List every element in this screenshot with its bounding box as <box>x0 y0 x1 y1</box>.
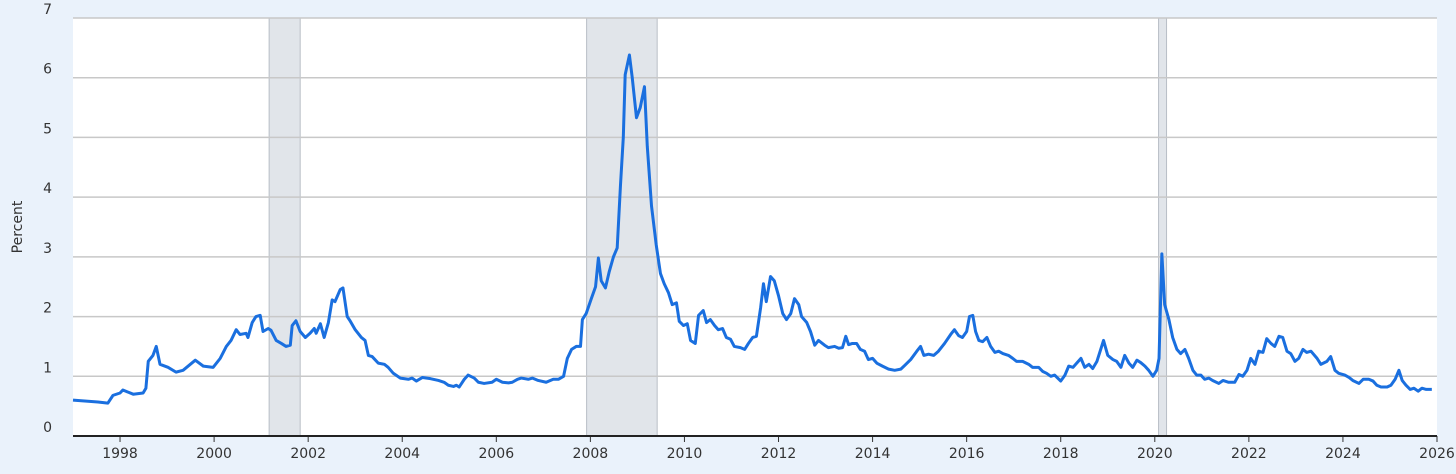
x-tick-label: 2010 <box>667 446 703 462</box>
y-tick-label: 2 <box>43 301 52 317</box>
x-tick-label: 2018 <box>1043 446 1079 462</box>
x-tick-label: 2002 <box>290 446 326 462</box>
x-tick-label: 2024 <box>1325 446 1361 462</box>
x-tick-label: 2004 <box>384 446 420 462</box>
x-tick-label: 2008 <box>573 446 609 462</box>
y-tick-label: 0 <box>43 420 52 436</box>
y-tick-label: 7 <box>43 2 52 18</box>
recession-band <box>268 17 301 437</box>
y-axis-label: Percent <box>10 200 26 253</box>
y-tick-label: 5 <box>43 121 52 137</box>
x-tick-label: 2006 <box>478 446 514 462</box>
y-tick-label: 4 <box>43 181 52 197</box>
x-tick-label: 2022 <box>1231 446 1267 462</box>
x-tick-label: 2014 <box>855 446 891 462</box>
recession-band <box>586 17 658 437</box>
y-tick-label: 1 <box>43 360 52 376</box>
recession-band <box>1158 17 1168 437</box>
x-tick-label: 2000 <box>196 446 232 462</box>
x-tick-label: 2016 <box>949 446 985 462</box>
y-tick-label: 3 <box>43 241 52 257</box>
x-tick-label: 1998 <box>102 446 138 462</box>
x-tick-label: 2012 <box>761 446 797 462</box>
y-tick-label: 6 <box>43 62 52 78</box>
x-tick-label: 2026 <box>1419 446 1455 462</box>
x-tick-label: 2020 <box>1137 446 1173 462</box>
data-line <box>72 53 1432 405</box>
